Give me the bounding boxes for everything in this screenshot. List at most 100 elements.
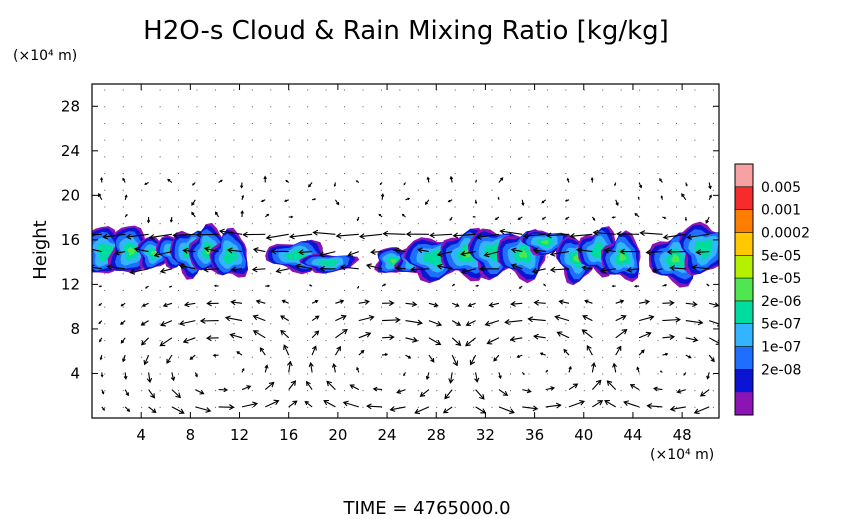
colorbar-label: 0.0002 <box>761 225 810 241</box>
wind-arrow <box>405 197 411 201</box>
grid-dot <box>712 406 714 408</box>
grid-dot <box>196 273 198 275</box>
wind-arrow <box>319 265 336 272</box>
grid-dot <box>620 122 622 124</box>
grid-dot <box>694 189 696 191</box>
wind-arrow <box>518 285 523 289</box>
wind-arrow <box>259 347 266 356</box>
grid-dot <box>620 156 622 158</box>
grid-dot <box>510 206 511 208</box>
grid-dot <box>288 156 290 158</box>
grid-dot <box>380 223 382 225</box>
wind-arrow <box>265 233 289 241</box>
grid-dot <box>104 390 106 392</box>
wind-arrow <box>264 381 275 391</box>
wind-arrow <box>124 406 131 412</box>
grid-dot <box>288 373 290 375</box>
grid-dot <box>233 156 235 158</box>
grid-dot <box>491 373 493 375</box>
grid-dot <box>639 340 641 342</box>
wind-arrow <box>202 266 219 273</box>
wind-arrow <box>504 319 523 325</box>
grid-dot <box>159 139 161 141</box>
grid-dot <box>639 323 641 325</box>
wind-arrow <box>638 331 652 339</box>
grid-dot <box>694 206 696 208</box>
grid-dot <box>620 106 622 108</box>
wind-arrow <box>685 319 704 326</box>
wind-arrow <box>252 314 266 322</box>
grid-dot <box>565 289 567 291</box>
grid-dot <box>583 289 585 291</box>
grid-dot <box>602 323 604 325</box>
wind-arrow <box>178 263 196 270</box>
grid-dot <box>196 306 198 308</box>
grid-dot <box>362 89 364 91</box>
grid-dot <box>436 289 438 291</box>
grid-dot <box>675 223 677 225</box>
grid-dot <box>639 373 641 375</box>
grid-dot <box>233 189 235 191</box>
grid-dot <box>712 206 714 208</box>
wind-arrow <box>285 179 290 183</box>
grid-dot <box>399 340 401 342</box>
grid-dot <box>362 156 364 158</box>
wind-arrow <box>275 267 289 274</box>
grid-dot <box>712 306 714 308</box>
grid-dot <box>712 356 714 358</box>
grid-dot <box>307 289 309 291</box>
grid-dot <box>491 106 493 108</box>
grid-dot <box>436 340 438 342</box>
colorbar-swatch <box>735 278 753 302</box>
grid-dot <box>344 139 346 141</box>
wind-arrow <box>359 233 383 240</box>
wind-arrow <box>582 315 593 322</box>
wind-arrow <box>140 320 149 326</box>
grid-dot <box>362 273 364 275</box>
wind-arrow <box>101 406 105 411</box>
grid-dot <box>657 206 659 208</box>
grid-dot <box>325 273 327 275</box>
grid-dot <box>270 139 272 141</box>
wind-arrow <box>100 372 104 378</box>
wind-arrow <box>475 179 477 183</box>
grid-dot <box>528 156 530 158</box>
grid-dot <box>510 356 511 358</box>
grid-dot <box>583 106 585 108</box>
grid-dot <box>565 156 567 158</box>
wind-arrow <box>469 354 477 366</box>
wind-arrow <box>312 229 336 236</box>
wind-arrow <box>465 320 476 327</box>
wind-arrow <box>575 247 593 254</box>
grid-dot <box>196 106 198 108</box>
grid-dot <box>380 356 382 358</box>
grid-dot <box>639 306 641 308</box>
grid-dot <box>214 189 216 191</box>
wind-arrow <box>213 284 219 288</box>
grid-dot <box>122 373 124 375</box>
wind-arrow <box>331 363 337 373</box>
wind-arrow <box>311 330 320 339</box>
wind-arrow <box>541 199 547 204</box>
wind-arrow <box>428 337 442 346</box>
grid-dot <box>473 223 475 225</box>
grid-dot <box>675 89 677 91</box>
grid-dot <box>362 340 364 342</box>
wind-arrow <box>241 194 245 200</box>
wind-arrow <box>295 263 313 270</box>
wind-arrow <box>333 182 337 187</box>
grid-dot <box>675 106 677 108</box>
grid-dot <box>602 406 604 408</box>
wind-arrow <box>611 216 616 219</box>
wind-arrow <box>318 251 336 258</box>
wind-arrow <box>260 199 266 203</box>
grid-dot <box>694 156 696 158</box>
wind-arrow <box>475 233 499 240</box>
wind-arrow <box>230 266 243 272</box>
grid-dot <box>546 273 548 275</box>
wind-arrow <box>549 250 570 257</box>
grid-dot <box>344 356 346 358</box>
wind-arrow <box>405 231 429 238</box>
grid-dot <box>639 156 641 158</box>
grid-dot <box>104 106 106 108</box>
